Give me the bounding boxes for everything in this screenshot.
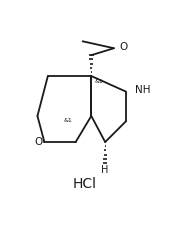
Text: O: O: [119, 42, 127, 52]
Text: O: O: [34, 137, 42, 147]
Text: H: H: [102, 165, 109, 176]
Text: HCl: HCl: [72, 177, 96, 191]
Text: &1: &1: [63, 118, 72, 123]
Text: &1: &1: [95, 79, 103, 85]
Text: NH: NH: [135, 85, 150, 95]
